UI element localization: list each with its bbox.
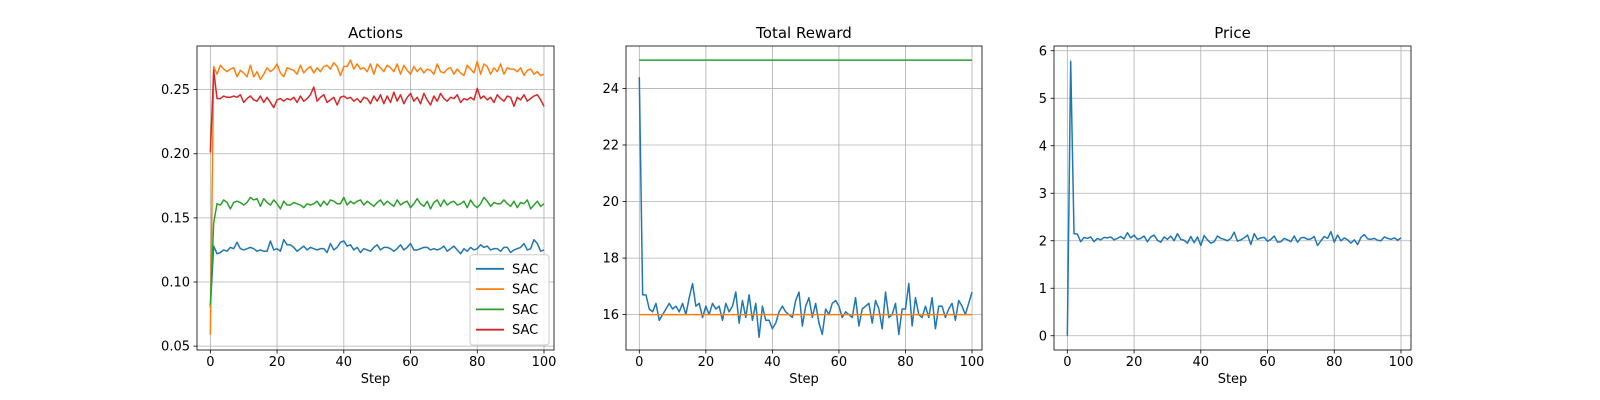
y-tick-label: 1 [1039,282,1047,297]
plot-frame [1053,45,1412,351]
plot-frame [625,45,983,351]
x-tick-label: 0 [206,355,214,370]
legend-box [469,254,550,346]
series-line [638,77,973,339]
series-line [209,196,545,306]
series-line [209,59,545,335]
chart-panels: 0 20 40 60 80 1000.050.100.150.200.25ActionsS… [161,24,1413,387]
y-tick-label: 22 [602,138,619,153]
series-line [209,238,545,308]
x-tick-label: 20 [1126,355,1143,370]
y-tick-label: 0.10 [161,276,190,291]
chart-panel: 0 20 40 60 80 100 0.05 0.10 0.15 0.20 0.25 Actions S… [161,24,556,387]
y-tick-label: 24 [602,82,619,97]
x-tick-label: 20 [698,355,715,370]
x-tick-label: 0 [635,355,643,370]
plot-frame [196,45,555,351]
x-tick-label: 40 [1193,355,1210,370]
chart-title: Actions [348,24,403,42]
chart-panel: 0 20 40 60 80 100 0 1 2 3 4 5 6 Price Step [1039,24,1414,387]
x-tick-label: 80 [1326,355,1343,370]
x-tick-label: 0 [1063,355,1071,370]
x-tick-label: 40 [764,355,781,370]
y-tick-label: 0.20 [161,147,190,162]
chart-panel: 0 20 40 60 80 100 16 18 20 22 24 Total Reward Step [602,24,984,387]
x-tick-label: 100 [532,355,557,370]
x-tick-label: 20 [269,355,286,370]
y-tick-label: 6 [1039,44,1047,59]
x-axis-label: Step [1218,372,1248,387]
y-tick-label: 0 [1039,329,1047,344]
series-line [209,69,545,153]
x-tick-label: 100 [960,355,985,370]
y-tick-label: 3 [1039,187,1047,202]
x-tick-label: 60 [402,355,419,370]
y-tick-label: 0.15 [161,211,190,226]
legend: SAC SAC SAC SAC [469,254,550,346]
x-tick-label: 60 [831,355,848,370]
legend-label: SAC [512,262,538,277]
x-tick-label: 100 [1389,355,1414,370]
y-tick-label: 16 [602,308,619,323]
chart-title: Total Reward [755,24,852,42]
y-tick-label: 4 [1039,139,1047,154]
y-tick-label: 0.05 [161,340,190,355]
x-axis-label: Step [789,372,819,387]
chart-title: Price [1214,24,1251,42]
series-line [1066,60,1402,336]
x-axis-label: Step [361,372,391,387]
x-tick-label: 60 [1259,355,1276,370]
y-tick-label: 18 [602,252,619,267]
y-tick-label: 5 [1039,92,1047,107]
legend-label: SAC [512,283,538,298]
y-tick-label: 20 [602,195,619,210]
legend-label: SAC [512,323,538,338]
legend-label: SAC [512,303,538,318]
y-tick-label: 2 [1039,234,1047,249]
x-tick-label: 40 [336,355,353,370]
x-tick-label: 80 [897,355,914,370]
y-tick-label: 0.25 [161,83,190,98]
x-tick-label: 80 [469,355,486,370]
